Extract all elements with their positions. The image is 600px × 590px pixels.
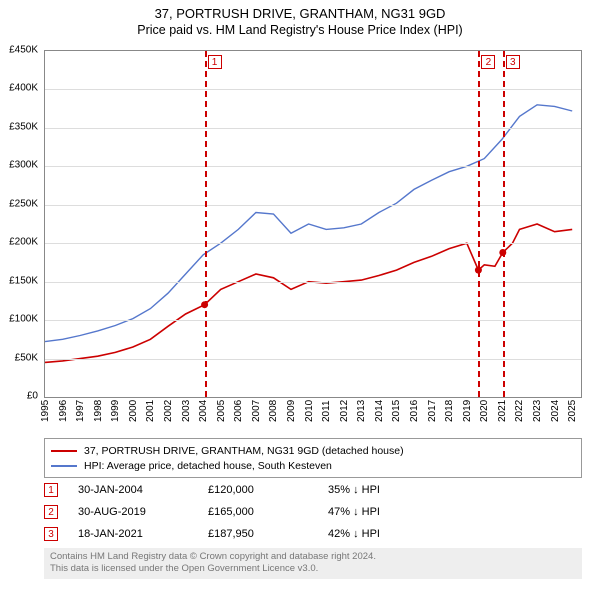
legend: 37, PORTRUSH DRIVE, GRANTHAM, NG31 9GD (… bbox=[44, 438, 582, 478]
event-date: 30-JAN-2004 bbox=[78, 484, 208, 496]
x-tick-label: 2000 bbox=[128, 400, 139, 422]
plot-area: 1 23 bbox=[44, 50, 582, 398]
x-tick-label: 2014 bbox=[374, 400, 385, 422]
event-date: 30-AUG-2019 bbox=[78, 506, 208, 518]
event-badge: 1 bbox=[208, 55, 222, 69]
chart-subtitle: Price paid vs. HM Land Registry's House … bbox=[0, 23, 600, 37]
x-tick-label: 2011 bbox=[321, 400, 332, 422]
y-tick-label: £300K bbox=[9, 160, 38, 171]
event-date: 18-JAN-2021 bbox=[78, 528, 208, 540]
legend-row: 37, PORTRUSH DRIVE, GRANTHAM, NG31 9GD (… bbox=[51, 443, 575, 458]
x-tick-label: 1997 bbox=[75, 400, 86, 422]
x-tick-label: 2004 bbox=[198, 400, 209, 422]
attribution-line2: This data is licensed under the Open Gov… bbox=[50, 563, 576, 575]
series-line-hpi bbox=[45, 105, 572, 342]
attribution: Contains HM Land Registry data © Crown c… bbox=[44, 548, 582, 579]
event-price: £187,950 bbox=[208, 528, 328, 540]
x-tick-label: 2025 bbox=[567, 400, 578, 422]
x-tick-label: 2002 bbox=[163, 400, 174, 422]
event-line bbox=[478, 51, 480, 397]
attribution-line1: Contains HM Land Registry data © Crown c… bbox=[50, 551, 576, 563]
event-badge: 2 bbox=[44, 505, 58, 519]
x-tick-label: 1995 bbox=[40, 400, 51, 422]
x-tick-label: 1996 bbox=[58, 400, 69, 422]
y-tick-label: £200K bbox=[9, 237, 38, 248]
y-tick-label: £100K bbox=[9, 314, 38, 325]
x-tick-label: 2006 bbox=[233, 400, 244, 422]
gridline-h bbox=[45, 89, 581, 90]
x-tick-label: 2017 bbox=[427, 400, 438, 422]
legend-swatch bbox=[51, 450, 77, 452]
x-tick-label: 2007 bbox=[251, 400, 262, 422]
legend-label: HPI: Average price, detached house, Sout… bbox=[84, 460, 332, 472]
event-row: 1 30-JAN-2004£120,00035% ↓ HPI bbox=[44, 480, 582, 500]
gridline-h bbox=[45, 205, 581, 206]
x-tick-label: 2009 bbox=[286, 400, 297, 422]
x-tick-label: 2015 bbox=[391, 400, 402, 422]
event-badge: 3 bbox=[506, 55, 520, 69]
series-line-price_paid bbox=[45, 224, 572, 362]
gridline-h bbox=[45, 359, 581, 360]
legend-row: HPI: Average price, detached house, Sout… bbox=[51, 458, 575, 473]
event-badge: 2 bbox=[481, 55, 495, 69]
x-tick-label: 2018 bbox=[444, 400, 455, 422]
x-tick-label: 2022 bbox=[514, 400, 525, 422]
x-axis-labels: 1995199619971998199920002001200220032004… bbox=[44, 400, 582, 440]
series-svg bbox=[45, 51, 581, 397]
sale-events-list: 1 30-JAN-2004£120,00035% ↓ HPI 2 30-AUG-201… bbox=[44, 480, 582, 546]
chart-container: 37, PORTRUSH DRIVE, GRANTHAM, NG31 9GD P… bbox=[0, 0, 600, 590]
x-tick-label: 2023 bbox=[532, 400, 543, 422]
y-tick-label: £0 bbox=[27, 391, 38, 402]
x-tick-label: 2010 bbox=[304, 400, 315, 422]
x-tick-label: 2021 bbox=[497, 400, 508, 422]
event-badge: 1 bbox=[44, 483, 58, 497]
y-axis-labels: £0£50K£100K£150K£200K£250K£300K£350K£400… bbox=[0, 50, 42, 398]
gridline-h bbox=[45, 320, 581, 321]
x-tick-label: 2024 bbox=[550, 400, 561, 422]
x-tick-label: 2012 bbox=[339, 400, 350, 422]
event-price: £120,000 bbox=[208, 484, 328, 496]
x-tick-label: 2008 bbox=[268, 400, 279, 422]
event-row: 2 30-AUG-2019£165,00047% ↓ HPI bbox=[44, 502, 582, 522]
x-tick-label: 2013 bbox=[356, 400, 367, 422]
x-tick-label: 2005 bbox=[216, 400, 227, 422]
event-line bbox=[205, 51, 207, 397]
x-tick-label: 2016 bbox=[409, 400, 420, 422]
gridline-h bbox=[45, 282, 581, 283]
event-diff: 35% ↓ HPI bbox=[328, 484, 448, 496]
y-tick-label: £250K bbox=[9, 198, 38, 209]
gridline-h bbox=[45, 243, 581, 244]
x-tick-label: 2019 bbox=[462, 400, 473, 422]
event-diff: 47% ↓ HPI bbox=[328, 506, 448, 518]
chart-title: 37, PORTRUSH DRIVE, GRANTHAM, NG31 9GD bbox=[0, 6, 600, 21]
gridline-h bbox=[45, 166, 581, 167]
event-badge: 3 bbox=[44, 527, 58, 541]
y-tick-label: £450K bbox=[9, 45, 38, 56]
legend-label: 37, PORTRUSH DRIVE, GRANTHAM, NG31 9GD (… bbox=[84, 445, 404, 457]
x-tick-label: 2001 bbox=[145, 400, 156, 422]
y-tick-label: £50K bbox=[15, 352, 38, 363]
event-diff: 42% ↓ HPI bbox=[328, 528, 448, 540]
gridline-h bbox=[45, 128, 581, 129]
event-price: £165,000 bbox=[208, 506, 328, 518]
x-tick-label: 1999 bbox=[110, 400, 121, 422]
y-tick-label: £350K bbox=[9, 121, 38, 132]
y-tick-label: £150K bbox=[9, 275, 38, 286]
legend-swatch bbox=[51, 465, 77, 467]
title-block: 37, PORTRUSH DRIVE, GRANTHAM, NG31 9GD P… bbox=[0, 0, 600, 37]
x-tick-label: 1998 bbox=[93, 400, 104, 422]
event-line bbox=[503, 51, 505, 397]
x-tick-label: 2003 bbox=[181, 400, 192, 422]
y-tick-label: £400K bbox=[9, 83, 38, 94]
x-tick-label: 2020 bbox=[479, 400, 490, 422]
event-row: 3 18-JAN-2021£187,95042% ↓ HPI bbox=[44, 524, 582, 544]
